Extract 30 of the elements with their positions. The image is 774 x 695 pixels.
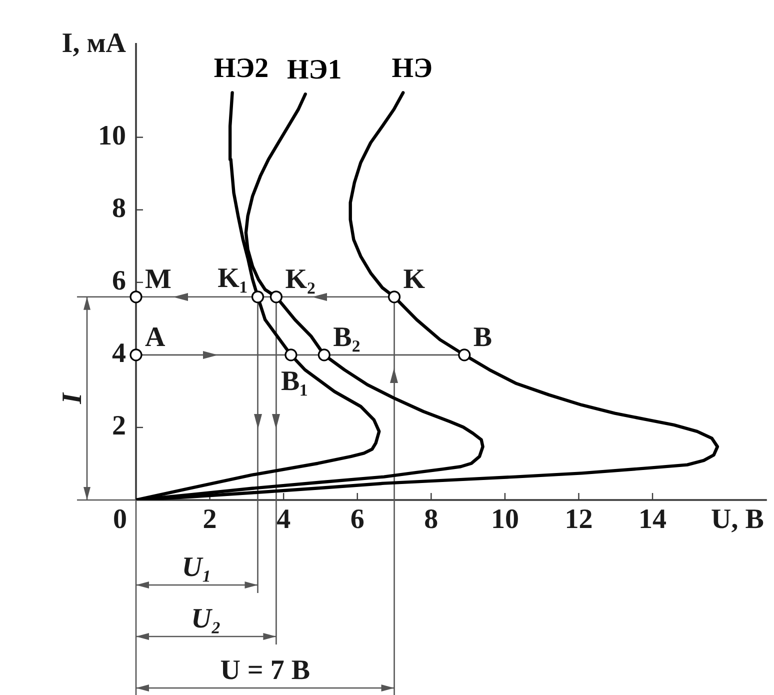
annotation: B (473, 322, 492, 353)
y-tick-label: 6 (112, 266, 126, 297)
series-label: НЭ1 (286, 54, 342, 86)
x-tick-label: 6 (350, 504, 364, 536)
x-tick-label: 8 (424, 504, 438, 536)
x-tick-label: 4 (276, 504, 291, 536)
y-tick-label: 8 (112, 193, 126, 224)
annotation: B₂ (333, 322, 360, 353)
annotation: K (403, 264, 426, 295)
y-axis-title: I, мА (62, 28, 127, 60)
x-axis-title: U, В (710, 504, 764, 536)
text: U₂ (191, 604, 222, 634)
annotation: B₁ (280, 366, 308, 398)
x-tick-label: 14 (638, 504, 667, 536)
x-tick-label: 10 (490, 504, 519, 536)
series-label: НЭ2 (214, 52, 269, 84)
series-label: НЭ (392, 52, 433, 84)
text: U = 7 В (220, 655, 310, 686)
annotation: K₂ (285, 264, 316, 295)
x-tick-label: 12 (564, 504, 593, 536)
y-tick-label: 10 (98, 120, 126, 152)
text: U₁ (182, 552, 212, 583)
text: I (57, 392, 88, 405)
x-tick-label: 0 (113, 504, 127, 536)
y-tick-label: 4 (112, 338, 126, 370)
y-tick-label: 2 (112, 410, 126, 442)
annotation: A (145, 322, 166, 353)
annotation: M (145, 264, 172, 295)
x-tick-label: 2 (202, 504, 217, 536)
annotation: K₁ (218, 262, 248, 294)
